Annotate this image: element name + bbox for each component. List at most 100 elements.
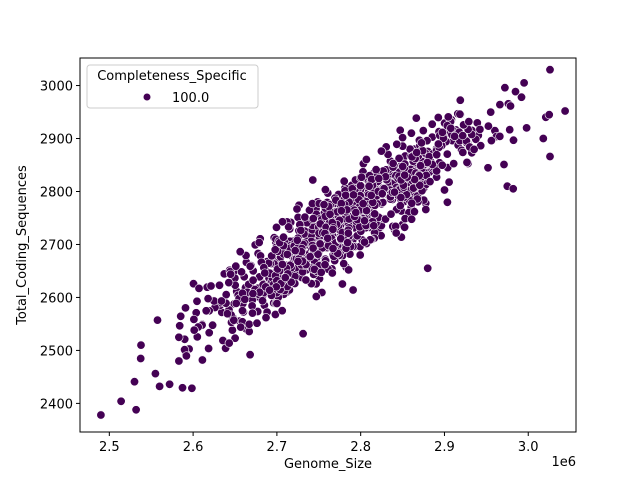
legend: Completeness_Specific 100.0: [86, 64, 259, 109]
data-point: [301, 275, 311, 285]
data-point: [150, 369, 160, 379]
data-point: [425, 177, 435, 187]
data-point: [265, 285, 275, 295]
data-point: [238, 306, 248, 316]
data-point: [371, 165, 381, 175]
data-point: [231, 261, 241, 271]
data-point: [300, 212, 310, 222]
data-point: [237, 267, 247, 277]
y-axis-ticks: 2400 2500 2600 2700 2800 2900 3000: [40, 80, 80, 412]
data-point: [284, 222, 294, 232]
data-point: [290, 246, 300, 256]
data-point: [486, 107, 496, 117]
data-point: [308, 214, 318, 224]
data-point: [221, 290, 231, 300]
data-point: [455, 95, 465, 105]
data-point: [464, 117, 474, 127]
data-point: [407, 198, 417, 208]
data-point: [499, 160, 509, 170]
data-point: [369, 221, 379, 231]
data-point: [217, 296, 227, 306]
data-point: [261, 313, 271, 323]
data-point: [292, 235, 302, 245]
data-point: [315, 239, 325, 249]
data-point: [392, 139, 402, 149]
data-point: [343, 228, 353, 238]
data-point: [203, 294, 213, 304]
data-point: [389, 187, 399, 197]
data-point: [271, 222, 281, 232]
data-point: [252, 318, 262, 328]
data-point: [336, 234, 346, 244]
data-point: [194, 283, 204, 293]
data-point: [189, 314, 199, 324]
data-point: [443, 112, 453, 122]
data-point: [337, 279, 347, 289]
data-points: [96, 65, 570, 420]
data-point: [522, 123, 532, 133]
data-point: [328, 244, 338, 254]
data-point: [442, 197, 452, 207]
data-point: [248, 275, 258, 285]
data-point: [348, 190, 358, 200]
data-point: [131, 405, 141, 415]
data-point: [320, 185, 330, 195]
data-point: [165, 379, 175, 389]
data-point: [395, 201, 405, 211]
data-point: [305, 252, 315, 262]
data-point: [341, 190, 351, 200]
data-point: [483, 121, 493, 131]
data-point: [278, 232, 288, 242]
data-point: [215, 280, 225, 290]
data-point: [208, 320, 218, 330]
data-point: [224, 338, 234, 348]
data-point: [293, 256, 303, 266]
data-point: [313, 249, 323, 259]
data-point: [439, 185, 449, 195]
data-point: [505, 101, 515, 111]
data-point: [366, 190, 376, 200]
data-point: [96, 410, 106, 420]
data-point: [364, 181, 374, 191]
data-point: [174, 332, 184, 342]
data-point: [277, 259, 287, 269]
data-point: [272, 298, 282, 308]
data-point: [486, 136, 496, 146]
data-point: [415, 180, 425, 190]
data-point: [292, 204, 302, 214]
data-point: [175, 321, 185, 331]
data-point: [545, 65, 555, 75]
data-point: [343, 238, 353, 248]
data-point: [377, 189, 387, 199]
data-point: [376, 146, 386, 156]
legend-title: Completeness_Specific: [97, 69, 247, 84]
data-point: [316, 267, 326, 277]
y-axis-label: Total_Coding_Sequences: [15, 165, 30, 326]
y-tick-label: 2800: [40, 185, 73, 200]
data-point: [437, 127, 447, 137]
data-point: [355, 250, 365, 260]
data-point: [227, 325, 237, 335]
data-point: [339, 259, 349, 269]
data-point: [116, 396, 126, 406]
data-point: [355, 181, 365, 191]
data-point: [277, 306, 287, 316]
data-point: [308, 243, 318, 253]
data-point: [409, 207, 419, 217]
data-point: [153, 315, 163, 325]
data-point: [136, 340, 146, 350]
data-point: [270, 245, 280, 255]
data-point: [406, 128, 416, 138]
data-point: [296, 225, 306, 235]
data-point: [136, 353, 146, 363]
data-point: [398, 162, 408, 172]
data-point: [423, 263, 433, 273]
data-point: [351, 208, 361, 218]
data-point: [358, 199, 368, 209]
data-point: [500, 83, 510, 93]
data-point: [508, 135, 518, 145]
data-point: [519, 78, 529, 88]
data-point: [418, 126, 428, 136]
data-point: [204, 328, 214, 338]
y-tick-label: 3000: [40, 80, 73, 95]
